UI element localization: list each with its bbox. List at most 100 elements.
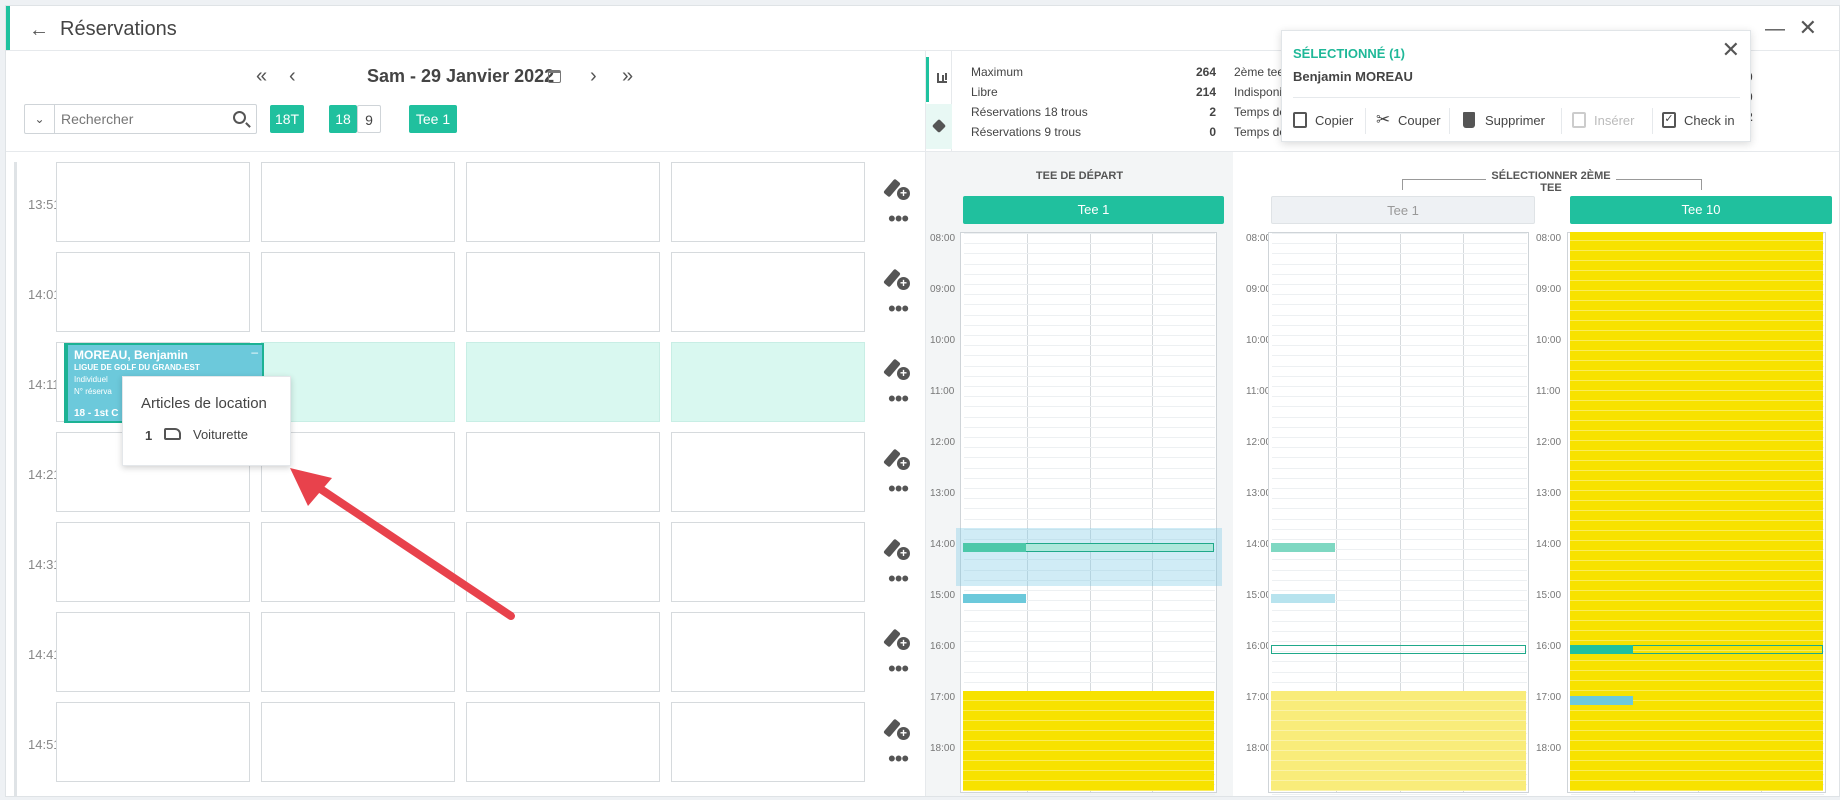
popover-title: Articles de location	[141, 395, 267, 412]
slot-cell[interactable]	[466, 702, 660, 782]
stat-row: Libre 214	[971, 85, 1216, 105]
add-booking-icon[interactable]: +	[883, 718, 910, 741]
stat2-label: Indisponib	[1234, 85, 1289, 99]
slot-cell[interactable]	[261, 342, 455, 422]
add-booking-icon[interactable]: +	[883, 538, 910, 561]
second-tee-1-button[interactable]: Tee 1	[1271, 196, 1535, 224]
next-fast-icon[interactable]: »	[622, 65, 634, 87]
schedule-overview: TEE DE DÉPART Tee 1 SÉLECTIONNER 2ÈME TE…	[926, 151, 1839, 796]
back-arrow-icon[interactable]: ←	[29, 19, 49, 41]
more-options-icon[interactable]: •••	[888, 296, 909, 321]
filter-18t[interactable]: 18T	[270, 105, 304, 133]
next-day-icon[interactable]: ›	[590, 65, 597, 87]
hour-label: 12:00	[1246, 437, 1272, 448]
depart-tee-button[interactable]: Tee 1	[963, 196, 1224, 224]
prev-fast-icon[interactable]: «	[256, 65, 268, 87]
more-options-icon[interactable]: •••	[888, 656, 909, 681]
bar-chart-icon	[937, 73, 947, 83]
second-tee-10-button[interactable]: Tee 10	[1570, 196, 1832, 224]
more-options-icon[interactable]: •••	[888, 746, 909, 771]
add-booking-icon[interactable]: +	[883, 628, 910, 651]
more-options-icon[interactable]: •••	[888, 566, 909, 591]
search-icon[interactable]	[233, 111, 246, 124]
slot-cell[interactable]	[261, 162, 455, 242]
time-label: 13:51	[28, 197, 61, 212]
slot-cell[interactable]	[56, 522, 250, 602]
slot-cell[interactable]	[466, 342, 660, 422]
slot-cell[interactable]	[466, 162, 660, 242]
time-label: 14:01	[28, 287, 61, 302]
slot-cell[interactable]	[671, 252, 865, 332]
add-booking-icon[interactable]: +	[883, 358, 910, 381]
slot-cell[interactable]	[466, 612, 660, 692]
checkin-label: Check in	[1684, 113, 1735, 128]
copy-label: Copier	[1315, 113, 1354, 128]
filter-9[interactable]: 9	[357, 105, 381, 133]
slot-cell[interactable]	[261, 702, 455, 782]
stat-value: 0	[1209, 125, 1216, 139]
window-title: Réservations	[60, 18, 177, 40]
booking-marker[interactable]	[963, 594, 1026, 604]
tab-tags[interactable]	[926, 104, 952, 149]
selection-panel: SÉLECTIONNÉ (1) Benjamin MOREAU ✕ Copier…	[1281, 30, 1751, 142]
time-label: 14:31	[28, 557, 61, 572]
time-label: 14:11	[28, 377, 60, 392]
booking-marker[interactable]	[963, 543, 1026, 553]
stat2-label: Temps de	[1234, 105, 1287, 119]
stat-label: Réservations 9 trous	[971, 125, 1082, 139]
more-options-icon[interactable]: •••	[888, 206, 909, 231]
slot-cell[interactable]	[56, 162, 250, 242]
slot-cell[interactable]	[671, 342, 865, 422]
filter-18[interactable]: 18	[329, 105, 357, 133]
booking-marker[interactable]	[1570, 696, 1633, 706]
tab-stats[interactable]	[926, 57, 952, 102]
slot-cell[interactable]	[56, 252, 250, 332]
more-options-icon[interactable]: •••	[888, 386, 909, 411]
close-selection-icon[interactable]: ✕	[1721, 37, 1740, 62]
stat-value: 2	[1209, 105, 1216, 119]
booked-row[interactable]	[1271, 645, 1526, 655]
more-options-icon[interactable]: •••	[888, 476, 909, 501]
slot-cell[interactable]	[671, 612, 865, 692]
filter-tee-1[interactable]: Tee 1	[409, 105, 457, 133]
slot-cell[interactable]	[671, 432, 865, 512]
slot-cell[interactable]	[671, 702, 865, 782]
clipboard-icon	[1572, 112, 1586, 128]
stat-row: Maximum 264	[971, 65, 1216, 85]
collapse-icon[interactable]: –	[251, 345, 258, 359]
search-input[interactable]	[61, 109, 221, 129]
grid-scrollbar[interactable]	[14, 162, 17, 796]
chevron-down-icon[interactable]: ⌄	[25, 105, 55, 133]
hour-label: 12:00	[930, 437, 956, 448]
calendar-icon[interactable]	[548, 70, 561, 83]
minimize-icon[interactable]: —	[1765, 18, 1785, 40]
stat2-label: Temps de	[1234, 125, 1287, 139]
close-window-icon[interactable]: ✕	[1798, 15, 1817, 40]
slot-cell[interactable]	[261, 612, 455, 692]
booking-marker[interactable]	[1271, 594, 1335, 604]
booking-name: MOREAU, Benjamin	[74, 348, 189, 362]
separator	[1561, 108, 1562, 134]
checkbox-icon: ✓	[1662, 112, 1676, 128]
booking-marker[interactable]	[1271, 543, 1335, 553]
hour-label: 14:00	[1536, 539, 1562, 550]
add-booking-icon[interactable]: +	[883, 178, 910, 201]
stat2-label: 2ème tee	[1234, 65, 1285, 79]
slot-cell[interactable]	[261, 522, 455, 602]
slot-cell[interactable]	[671, 522, 865, 602]
slot-cell[interactable]	[466, 522, 660, 602]
add-booking-icon[interactable]: +	[883, 268, 910, 291]
slot-cell[interactable]	[56, 702, 250, 782]
slot-cell[interactable]	[466, 432, 660, 512]
divider	[1293, 97, 1740, 98]
current-date[interactable]: Sam - 29 Janvier 2022	[367, 66, 555, 86]
slot-cell[interactable]	[261, 252, 455, 332]
hour-label: 08:00	[1536, 233, 1562, 244]
slot-cell[interactable]	[466, 252, 660, 332]
slot-cell[interactable]	[671, 162, 865, 242]
booking-marker[interactable]	[1570, 645, 1633, 655]
hour-label: 16:00	[1536, 641, 1562, 652]
add-booking-icon[interactable]: +	[883, 448, 910, 471]
slot-cell[interactable]	[56, 612, 250, 692]
prev-day-icon[interactable]: ‹	[289, 65, 296, 87]
